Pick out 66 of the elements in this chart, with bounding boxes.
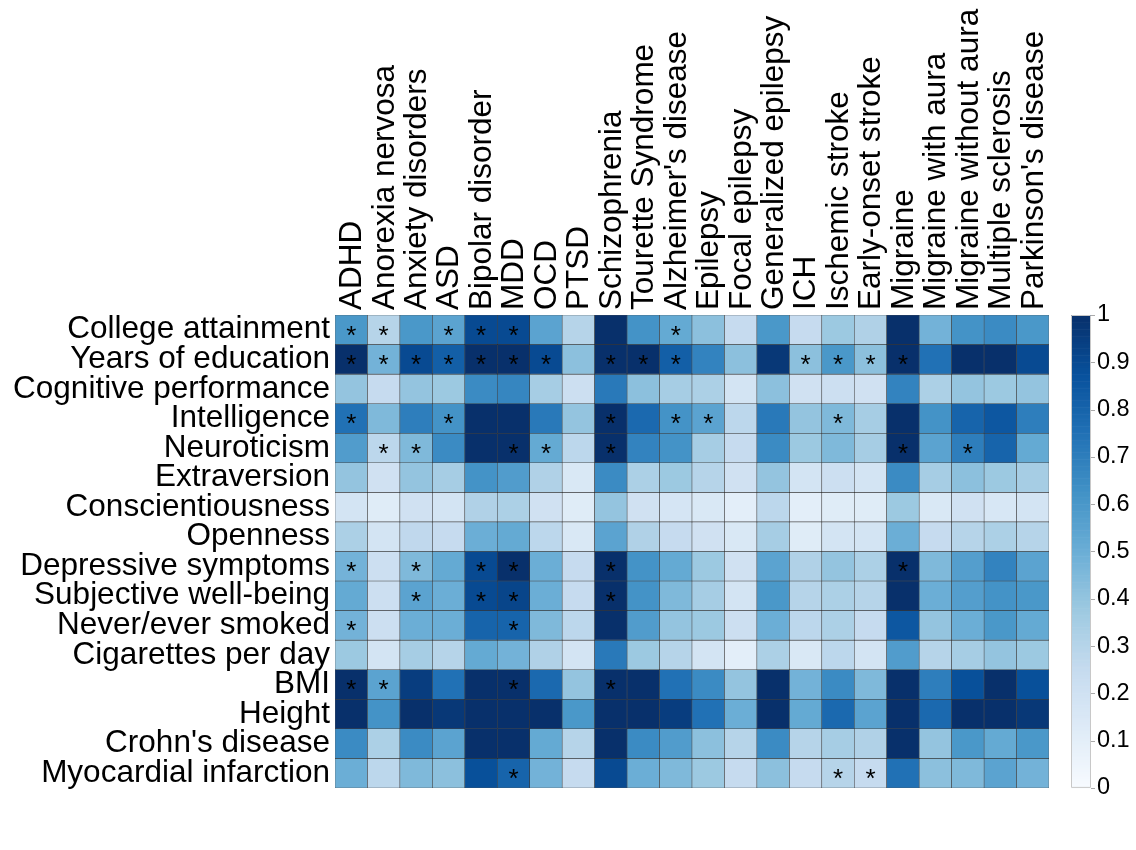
data-label: * <box>605 556 616 587</box>
data-label: * <box>670 349 681 380</box>
data-label: * <box>540 349 552 380</box>
color-bar-label: 0.4 <box>1097 584 1130 611</box>
color-bar-label: 0.2 <box>1097 678 1130 705</box>
data-label: * <box>411 349 422 380</box>
data-label: * <box>508 438 519 468</box>
data-label: * <box>605 349 616 380</box>
y-tick-label: Cognitive performance <box>13 368 330 405</box>
data-label: * <box>540 438 552 468</box>
data-label: * <box>508 674 519 705</box>
data-label: * <box>346 615 357 646</box>
data-label: * <box>897 556 909 587</box>
color-bar-label: 1 <box>1097 300 1111 327</box>
color-bar-label: 0.9 <box>1097 347 1130 374</box>
color-bar-label: 0.8 <box>1097 395 1130 422</box>
data-label: * <box>865 763 876 794</box>
color-bar-label: 0.3 <box>1097 631 1130 658</box>
data-label: * <box>378 438 389 468</box>
data-label: * <box>346 408 357 439</box>
data-label: * <box>508 585 519 616</box>
data-label: * <box>411 438 422 468</box>
data-label: * <box>443 408 454 439</box>
color-bar-label: 0.1 <box>1097 726 1130 753</box>
color-bar-label: 0.5 <box>1097 536 1130 563</box>
data-label: * <box>346 674 357 705</box>
data-label: * <box>703 408 714 439</box>
data-label: * <box>378 319 389 350</box>
data-label: * <box>670 408 681 439</box>
data-label: * <box>832 763 844 794</box>
data-label: * <box>605 674 616 705</box>
data-label: * <box>508 319 519 350</box>
data-label: * <box>475 556 487 587</box>
data-label: * <box>508 556 519 587</box>
data-label: * <box>897 349 909 380</box>
color-bar-label: 0 <box>1097 773 1111 800</box>
data-label: * <box>346 349 357 380</box>
data-label: * <box>832 349 844 380</box>
color-bar-label: 0.7 <box>1097 442 1130 469</box>
data-label: * <box>411 585 422 616</box>
color-bar-label: 0.6 <box>1097 489 1130 516</box>
data-label: * <box>475 585 487 616</box>
data-label: * <box>605 408 616 439</box>
data-label: * <box>508 763 519 794</box>
data-label: * <box>832 408 844 439</box>
data-label: * <box>378 349 389 380</box>
data-label: * <box>670 319 681 350</box>
data-label: * <box>800 349 811 380</box>
data-label: * <box>346 319 357 350</box>
data-label: * <box>897 438 909 468</box>
data-label: * <box>443 349 454 380</box>
data-label: * <box>605 438 616 468</box>
data-label: * <box>411 556 422 587</box>
data-label: * <box>475 319 487 350</box>
data-label: * <box>508 349 519 380</box>
y-tick-label: Myocardial infarction <box>41 752 330 789</box>
x-tick-label: Epilepsy <box>689 190 726 310</box>
data-label: * <box>475 349 487 380</box>
data-label: * <box>378 674 389 705</box>
data-label: * <box>443 319 454 350</box>
data-label: * <box>962 438 973 468</box>
data-label: * <box>346 556 357 587</box>
data-label: * <box>605 585 616 616</box>
data-label: * <box>508 615 519 646</box>
data-label: * <box>638 349 649 380</box>
data-label: * <box>865 349 876 380</box>
